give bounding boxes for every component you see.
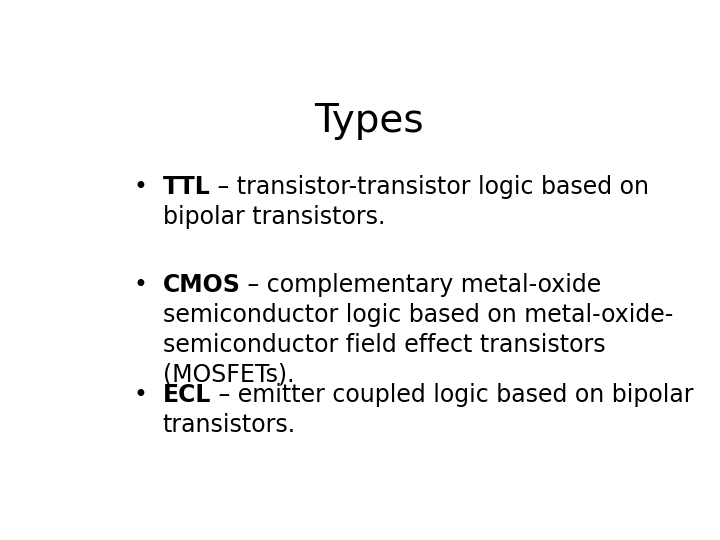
Text: bipolar transistors.: bipolar transistors. <box>163 205 385 229</box>
Text: Types: Types <box>314 102 424 140</box>
Text: transistors.: transistors. <box>163 413 296 437</box>
Text: – complementary metal-oxide: – complementary metal-oxide <box>240 273 602 296</box>
Text: TTL: TTL <box>163 175 210 199</box>
Text: CMOS: CMOS <box>163 273 240 296</box>
Text: semiconductor field effect transistors: semiconductor field effect transistors <box>163 333 606 356</box>
Text: ECL: ECL <box>163 383 211 407</box>
Text: – emitter coupled logic based on bipolar: – emitter coupled logic based on bipolar <box>211 383 693 407</box>
Text: •: • <box>133 383 147 407</box>
Text: •: • <box>133 273 147 296</box>
Text: – transistor-transistor logic based on: – transistor-transistor logic based on <box>210 175 649 199</box>
Text: •: • <box>133 175 147 199</box>
Text: (MOSFETs).: (MOSFETs). <box>163 362 294 387</box>
Text: semiconductor logic based on metal-oxide-: semiconductor logic based on metal-oxide… <box>163 302 672 327</box>
